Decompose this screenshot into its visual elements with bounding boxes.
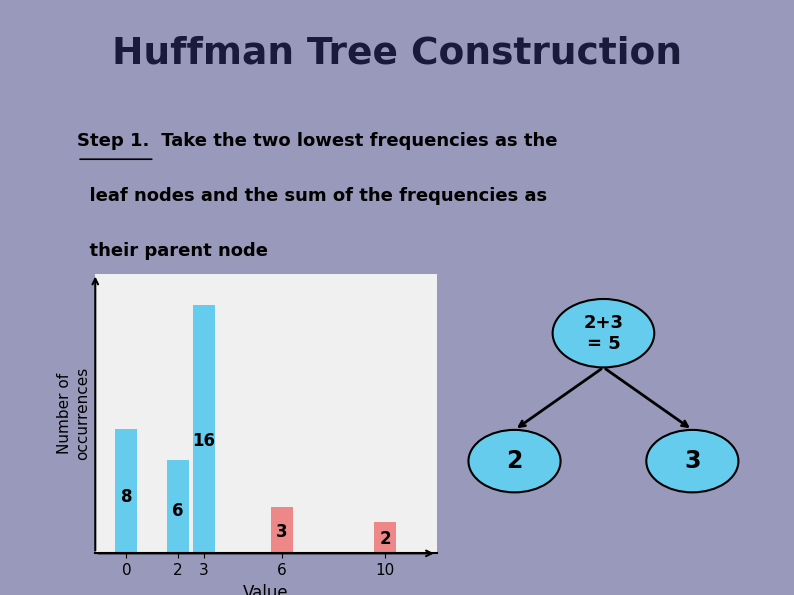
- Text: leaf nodes and the sum of the frequencies as: leaf nodes and the sum of the frequencie…: [77, 187, 547, 205]
- Text: Huffman Tree Construction: Huffman Tree Construction: [112, 36, 682, 71]
- Text: 8: 8: [121, 488, 132, 506]
- Text: 2+3
= 5: 2+3 = 5: [584, 314, 623, 353]
- Text: their parent node: their parent node: [77, 242, 268, 259]
- Text: 2: 2: [507, 449, 522, 473]
- Text: Step 1.: Step 1.: [77, 132, 149, 150]
- Text: 3: 3: [276, 524, 287, 541]
- X-axis label: Value: Value: [243, 584, 289, 595]
- Text: 16: 16: [192, 433, 215, 450]
- Text: 6: 6: [172, 502, 183, 521]
- Y-axis label: Number of
occurrences: Number of occurrences: [57, 367, 90, 460]
- Bar: [193, 305, 215, 553]
- Bar: [271, 507, 292, 553]
- Ellipse shape: [553, 299, 654, 368]
- Text: Take the two lowest frequencies as the: Take the two lowest frequencies as the: [155, 132, 557, 150]
- Bar: [167, 460, 189, 553]
- Ellipse shape: [468, 430, 561, 493]
- Text: 3: 3: [684, 449, 700, 473]
- Bar: [374, 522, 396, 553]
- Text: 2: 2: [380, 530, 391, 549]
- Bar: [115, 429, 137, 553]
- Ellipse shape: [646, 430, 738, 493]
